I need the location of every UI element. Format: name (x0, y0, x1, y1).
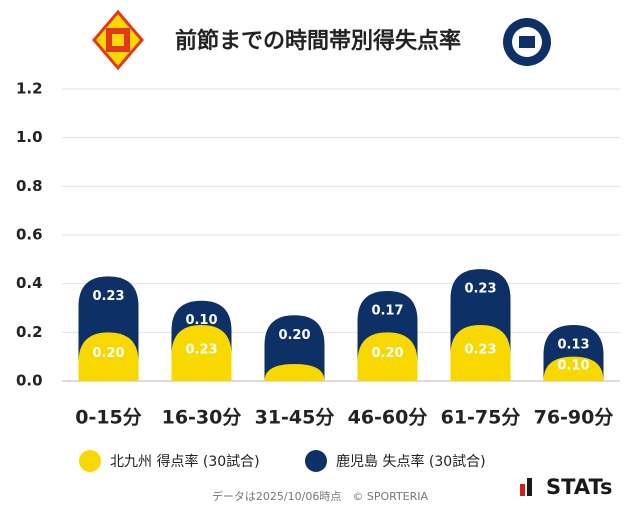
value-label: 0.23 (464, 343, 496, 358)
y-tick-label: 0.0 (16, 372, 43, 390)
y-tick-label: 1.0 (16, 128, 43, 146)
y-tick-label: 1.2 (16, 80, 43, 98)
value-label: 0.10 (185, 313, 217, 328)
bar-segment (264, 315, 325, 381)
x-tick-label: 46-60分 (348, 407, 428, 429)
away-logo (503, 18, 551, 66)
footer: データは2025/10/06時点 © SPORTERIA (212, 489, 429, 503)
value-label: 0.13 (557, 338, 589, 353)
value-label: 0.23 (92, 289, 124, 304)
y-tick-label: 0.2 (16, 323, 43, 341)
value-label: 0.20 (92, 346, 124, 361)
brand: STATs (546, 475, 612, 499)
brand-logo: STATs (520, 475, 612, 499)
bar-segment (543, 356, 604, 381)
bar-segment (171, 325, 232, 381)
legend-marker (305, 450, 327, 472)
value-label: 0.17 (371, 303, 403, 318)
legend-label: 北九州 得点率 (30試合) (110, 453, 260, 470)
value-label: 0.10 (557, 358, 589, 373)
legend-marker (79, 450, 101, 472)
bar-segment (264, 363, 325, 381)
bar-segment (78, 332, 139, 381)
bar-segment (357, 332, 418, 381)
bar-segment (450, 325, 511, 381)
x-tick-label: 16-30分 (162, 407, 242, 429)
chart-title: 前節までの時間帯別得失点率 (175, 28, 461, 54)
value-label: 0.20 (278, 328, 310, 343)
y-tick-label: 0.4 (16, 274, 43, 292)
x-tick-label: 0-15分 (75, 407, 142, 429)
y-tick-label: 0.6 (16, 226, 43, 244)
x-tick-label: 31-45分 (255, 407, 335, 429)
legend-label: 鹿児島 失点率 (30試合) (336, 453, 486, 470)
y-tick-label: 0.8 (16, 177, 43, 195)
x-tick-label: 61-75分 (441, 407, 521, 429)
value-label: 0.23 (185, 343, 217, 358)
value-label: 0.23 (464, 282, 496, 297)
x-tick-label: 76-90分 (534, 407, 614, 429)
home-logo (92, 9, 144, 71)
value-label: 0.20 (371, 346, 403, 361)
